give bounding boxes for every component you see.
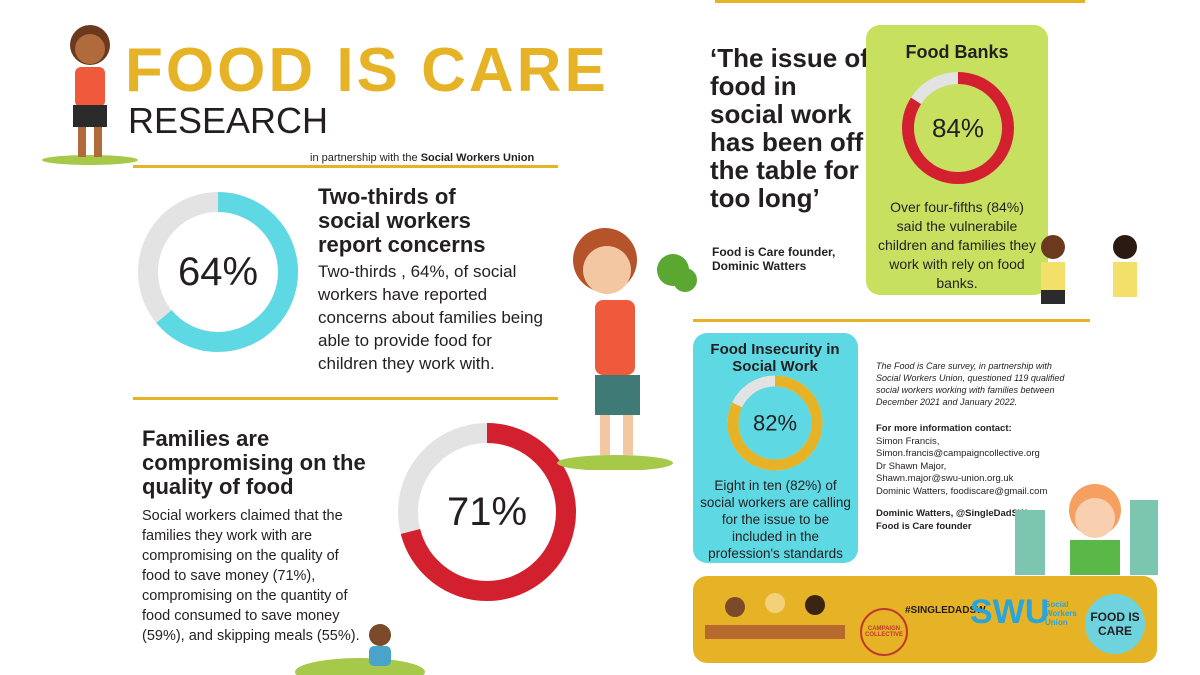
illustration: [1015, 484, 1158, 575]
donut-arc: [138, 192, 298, 352]
donut: 82%: [726, 374, 824, 477]
body: Eight in ten (82%) of social workers are…: [700, 478, 851, 561]
donut-label: 64%: [178, 250, 258, 294]
panel: [693, 333, 858, 563]
rule: [133, 165, 558, 168]
contact-heading: For more information contact:: [876, 423, 1012, 434]
heading: Food Insecurity in Social Work: [710, 341, 840, 375]
contact: Simon Francis,: [876, 435, 940, 447]
contacts: For more information contact: Simon Fran…: [876, 423, 1047, 533]
donut-chart: 84%: [902, 72, 1014, 184]
contact: Shawn.major@swu-union.org.uk: [876, 473, 1014, 484]
donut-arc: [902, 72, 1014, 184]
logo: FOOD IS CARE: [1085, 594, 1145, 654]
attribution: Food is Care founder, Dominic Watters: [712, 245, 836, 273]
rule: [693, 319, 1090, 322]
donut-arc: [398, 423, 576, 601]
donut-label: 84%: [932, 113, 984, 143]
illustration: [705, 593, 845, 639]
donut-arc: [727, 375, 823, 471]
partnership-text: in partnership with the: [310, 152, 418, 164]
signoff: Food is Care founder: [876, 520, 972, 532]
rule: [133, 397, 558, 400]
body: Two-thirds , 64%, of social workers have…: [318, 262, 543, 373]
partnership: in partnership with the Social Workers U…: [310, 152, 534, 164]
donut-chart: 82%: [727, 375, 823, 471]
contact: Dominic Watters, foodiscare@gmail.com: [876, 485, 1048, 497]
body: Social workers claimed that the families…: [142, 508, 360, 644]
subtitle: RESEARCH: [128, 100, 329, 141]
illustration: [1041, 235, 1137, 304]
signoff: Dominic Watters, @SingleDadSW: [876, 508, 1027, 519]
logo: #SINGLEDADSW: [905, 605, 986, 616]
panel: [866, 25, 1048, 295]
donut-chart: 71%: [398, 423, 576, 601]
partner: Social Workers Union: [420, 152, 535, 164]
contact: Simon.francis@campaigncollective.org: [876, 448, 1040, 459]
illustration: [42, 25, 138, 165]
donut: 64%: [138, 192, 298, 357]
illustration: [295, 624, 425, 675]
logo: SWU: [970, 593, 1050, 631]
survey-note: The Food is Care survey, in partnership …: [876, 361, 1065, 407]
body: Over four-fifths (84%) said the vulnerab…: [878, 199, 1036, 291]
donut: 71%: [397, 422, 577, 607]
logo: Social Workers Union: [1045, 600, 1077, 627]
quote: ‘The issue of food in social work has be…: [710, 43, 869, 213]
heading: Families are compromising on the quality…: [142, 426, 366, 499]
contact: Dr Shawn Major,: [876, 460, 947, 472]
title: FOOD IS CARE: [125, 36, 609, 105]
donut-label: 71%: [447, 490, 527, 534]
rule: [715, 0, 1085, 3]
illustration: [557, 228, 697, 470]
donut: 84%: [900, 70, 1016, 191]
heading: Food Banks: [905, 42, 1009, 62]
donut-chart: 64%: [138, 192, 298, 352]
heading: Two-thirds of social workers report conc…: [318, 184, 486, 257]
footer-panel: [693, 576, 1157, 663]
donut-label: 82%: [753, 411, 797, 436]
logo: CAMPAIGN COLLECTIVE: [860, 608, 908, 656]
